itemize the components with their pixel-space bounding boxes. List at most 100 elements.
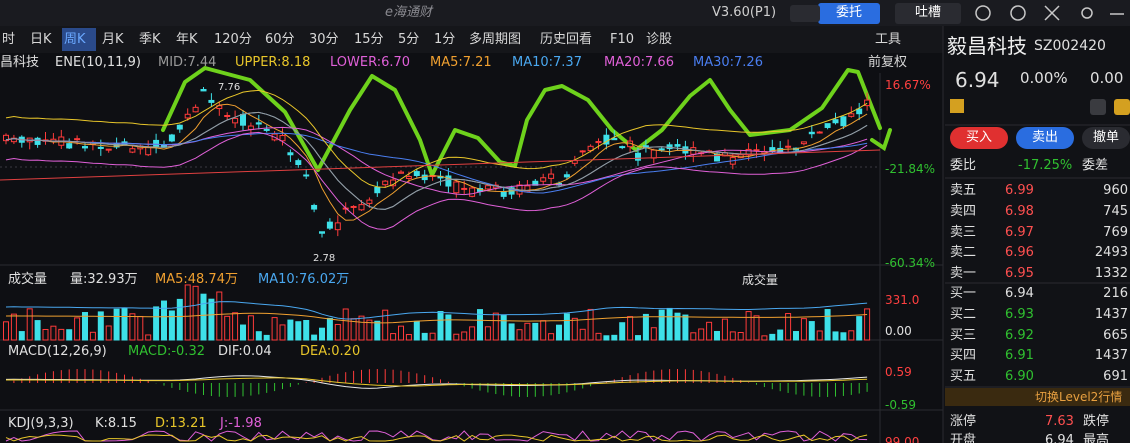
book-volume: 2493 [1094, 245, 1128, 261]
book-label: 卖二 [950, 245, 977, 261]
tab[interactable]: 30分 [309, 32, 339, 47]
logo: e海通财 [385, 5, 432, 20]
indicator-value: MA10:76.02万 [258, 272, 350, 287]
trade-button[interactable]: 买入 [965, 130, 992, 145]
tab[interactable]: 多周期图 [469, 32, 522, 47]
tab[interactable]: 日K [30, 32, 52, 47]
volume-bar [319, 327, 325, 341]
tab[interactable]: 60分 [265, 32, 295, 47]
volume-bar [508, 323, 515, 341]
tab[interactable]: 季K [139, 32, 161, 47]
long-ma [0, 149, 881, 181]
book-label: 买一 [950, 286, 977, 301]
volume-bar [421, 332, 428, 341]
tab[interactable]: 月K [102, 32, 124, 47]
candle [358, 204, 365, 211]
candle [856, 108, 863, 115]
volume-bar [548, 333, 555, 341]
indicator-value: D:13.21 [155, 416, 207, 431]
volume-bar [161, 300, 167, 341]
tab[interactable]: F10 [610, 32, 635, 47]
top-button[interactable]: 委托 [835, 5, 862, 20]
candle [255, 122, 262, 125]
candle [311, 204, 318, 210]
axis-label: -0.59 [885, 398, 917, 412]
ma-line [5, 377, 868, 387]
ma-line [5, 375, 868, 389]
book-price: 6.94 [1005, 286, 1034, 301]
candle [366, 199, 373, 204]
candle [864, 99, 871, 107]
candle [153, 139, 160, 148]
candle [650, 149, 657, 159]
candle [682, 146, 689, 154]
tab[interactable]: 15分 [354, 32, 384, 47]
book-price: 6.93 [1005, 306, 1034, 322]
ma-line [5, 131, 868, 230]
tab[interactable]: 时 [2, 32, 16, 47]
tab[interactable]: 120分 [214, 32, 252, 47]
tab[interactable]: 5分 [398, 32, 420, 47]
volume-bar [698, 328, 705, 341]
volume-bar [374, 320, 381, 341]
axis-label: -60.34% [885, 256, 936, 270]
candle [800, 141, 807, 145]
hand-annotation [161, 66, 882, 177]
volume-bar [18, 331, 25, 341]
volume-bar [82, 312, 88, 341]
volume-bar [216, 291, 223, 341]
volume-bar [642, 313, 649, 341]
tools-menu[interactable]: 工具 [875, 32, 902, 47]
candle [168, 134, 175, 142]
tab[interactable]: 年K [176, 32, 198, 47]
change: 0.00 [1090, 69, 1124, 87]
indicator-value: LOWER:6.70 [330, 55, 411, 70]
volume-bar [500, 314, 507, 341]
candle [587, 145, 594, 152]
quote-panel [943, 26, 1130, 443]
candle [382, 180, 389, 186]
volume-bar [342, 308, 349, 341]
indicator-value: MA5:7.21 [430, 55, 492, 70]
volume-bar [666, 307, 673, 341]
version: V3.60(P1) [712, 5, 777, 20]
tab[interactable]: 历史回看 [540, 32, 593, 47]
volume-bar [153, 306, 160, 341]
volume-bar [808, 321, 815, 341]
hand-arrow [870, 128, 892, 152]
volume-bar [3, 321, 9, 341]
top-button[interactable]: 吐槽 [914, 5, 941, 20]
stock-label: 昌科技 [0, 55, 40, 70]
indicator-value: J:-1.98 [220, 416, 262, 431]
level2-link[interactable]: 切换Level2行情 [1035, 390, 1123, 404]
volume-bar [200, 293, 207, 341]
volume-bar [10, 313, 17, 341]
volume-bar [145, 334, 152, 341]
trade-button[interactable]: 撤单 [1092, 130, 1119, 145]
candle [453, 181, 460, 194]
book-volume: 1332 [1094, 266, 1128, 282]
volume-select[interactable]: 成交量 [742, 273, 779, 287]
tab[interactable]: 诊股 [646, 32, 673, 47]
volume-bar [840, 332, 847, 341]
volume-bar [176, 298, 183, 341]
adjust-select[interactable]: 前复权 [868, 55, 908, 70]
volume-bar [800, 318, 807, 341]
volume-bar [366, 319, 373, 341]
indicator-value: MA10:7.37 [512, 55, 582, 70]
axis-label: 331.0 [885, 293, 920, 307]
trade-button[interactable]: 卖出 [1031, 130, 1058, 145]
candle [413, 171, 420, 176]
ratio: -17.25% [1018, 158, 1073, 173]
stock-name: 毅昌科技 [947, 34, 1027, 58]
tab[interactable]: 1分 [434, 32, 456, 47]
candle [279, 135, 286, 142]
candle [184, 113, 191, 119]
book-price: 6.91 [1005, 348, 1034, 364]
volume-bar [777, 329, 784, 341]
book-price: 6.96 [1005, 245, 1034, 261]
tab[interactable]: 周K [64, 32, 86, 47]
book-volume: 960 [1103, 183, 1128, 198]
candle [398, 171, 404, 174]
book-label: 卖四 [950, 203, 977, 219]
